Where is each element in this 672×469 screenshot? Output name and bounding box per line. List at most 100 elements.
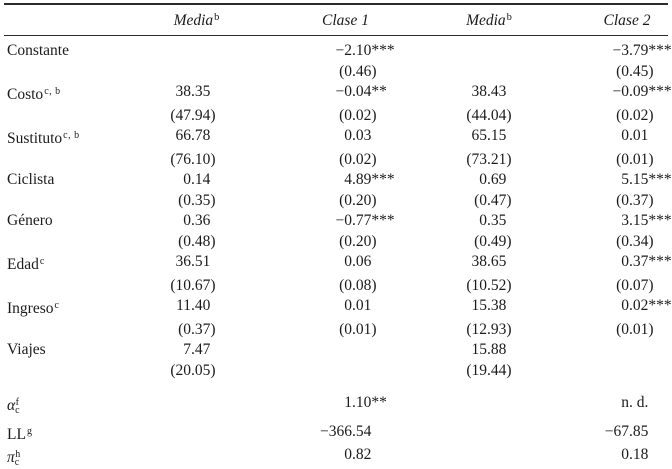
number: 0.01 <box>344 297 372 314</box>
value-cell <box>144 62 249 83</box>
value-cell: (0.37) <box>144 320 249 341</box>
number: (0.37) <box>616 191 654 209</box>
number: (76.10) <box>170 150 216 168</box>
value-cell: (0.46) <box>249 62 414 83</box>
number: 0.01 <box>621 127 649 144</box>
value-cell <box>414 41 564 62</box>
value-cell: (0.07) <box>564 276 668 297</box>
row-label-text: Género <box>7 212 53 229</box>
number: 15.88 <box>471 341 507 358</box>
value-cell: (10.67) <box>144 276 249 297</box>
number: (10.52) <box>466 276 512 294</box>
value-cell: 0.06 <box>249 252 414 276</box>
column-header-label: Media <box>466 12 506 29</box>
number: (0.01) <box>339 320 377 338</box>
row-label: Constante <box>4 41 144 62</box>
number: 1.10** <box>344 394 387 411</box>
value-cell <box>144 393 249 422</box>
value-cell <box>249 361 414 382</box>
number: n. d. <box>621 394 649 411</box>
number: (0.07) <box>616 276 654 294</box>
value-cell: (0.20) <box>249 191 414 212</box>
number: 0.02*** <box>621 297 672 314</box>
column-header-label: Media <box>173 12 214 29</box>
value-cell: (10.52) <box>414 276 564 297</box>
row-label <box>4 106 144 127</box>
column-header: Clase 1 <box>249 12 414 30</box>
row-label <box>4 320 144 341</box>
value-cell: 15.88 <box>414 340 564 361</box>
value-cell: 65.15 <box>414 126 564 150</box>
value-cell: −366.54 <box>249 422 414 446</box>
number: −67.85 <box>604 422 649 440</box>
number: 0.69 <box>479 171 507 188</box>
row-label: Costoc, b <box>4 82 144 106</box>
number: 0.14 <box>183 171 211 188</box>
number: 0.18 <box>621 446 649 463</box>
row-label-superscript: c <box>54 300 60 311</box>
value-cell: 0.36 <box>144 211 249 232</box>
header-empty-cell <box>4 12 144 30</box>
value-cell <box>414 422 564 446</box>
number: (0.01) <box>616 150 654 168</box>
value-cell: 0.37*** <box>564 252 671 276</box>
value-cell <box>249 340 414 361</box>
number: −0.77*** <box>335 212 395 229</box>
table-row: (0.46) (0.45) <box>4 62 668 83</box>
number: −366.54 <box>320 422 372 440</box>
value-cell <box>414 62 564 83</box>
value-cell: 0.01 <box>564 126 668 150</box>
row-label: πch <box>4 445 144 469</box>
column-header: Mediab <box>144 12 249 30</box>
value-cell: 7.47 <box>144 340 249 361</box>
number: 11.40 <box>176 297 211 314</box>
row-label-text: Ciclista <box>7 171 55 188</box>
value-cell: (0.01) <box>564 320 668 341</box>
table-row: (0.37) (0.01) (12.93) (0.01) <box>4 320 668 341</box>
row-label-superscript: g <box>26 425 33 437</box>
value-cell: 15.38 <box>414 296 564 320</box>
value-cell: (0.02) <box>249 150 414 171</box>
value-cell: n. d. <box>564 393 668 422</box>
value-cell: (0.08) <box>249 276 414 297</box>
value-cell: (0.20) <box>249 232 414 253</box>
value-cell <box>564 340 668 361</box>
number: (44.04) <box>466 106 512 124</box>
number: −0.04** <box>335 83 387 100</box>
value-cell: (0.47) <box>414 191 564 212</box>
row-label <box>4 150 144 171</box>
column-header-label: Clase 2 <box>603 12 651 29</box>
value-cell: (73.21) <box>414 150 564 171</box>
value-cell: 38.35 <box>144 82 249 106</box>
value-cell: 4.89*** <box>249 170 414 191</box>
value-cell: (76.10) <box>144 150 249 171</box>
value-cell: 66.78 <box>144 126 249 150</box>
number: 4.89*** <box>344 171 395 188</box>
row-label-subscript: c <box>15 405 20 416</box>
number: −0.09*** <box>612 83 672 100</box>
number: 0.03 <box>344 127 372 144</box>
number: 65.15 <box>471 127 507 144</box>
row-label-superscript: c <box>39 256 45 267</box>
table-row: Constante −2.10*** −3.79*** <box>4 41 672 62</box>
value-cell: 0.14 <box>144 170 249 191</box>
table-header-row: Mediab Clase 1 Mediab Clase 2 <box>4 5 668 36</box>
table-row: (10.67) (0.08) (10.52) (0.07) <box>4 276 668 297</box>
number: (0.01) <box>616 320 654 338</box>
value-cell: (0.02) <box>249 106 414 127</box>
number: −3.79*** <box>612 42 672 59</box>
table-row: (47.94) (0.02) (44.04) (0.02) <box>4 106 668 127</box>
value-cell: −67.85 <box>564 422 668 446</box>
value-cell <box>414 393 564 422</box>
value-cell: 36.51 <box>144 252 249 276</box>
value-cell: (19.44) <box>414 361 564 382</box>
number: (0.47) <box>474 191 512 209</box>
number: 36.51 <box>175 253 211 270</box>
value-cell: (0.01) <box>564 150 668 171</box>
table-row: (0.48) (0.20) (0.49) (0.34) <box>4 232 668 253</box>
value-cell: 0.82 <box>249 445 414 469</box>
value-cell: (0.48) <box>144 232 249 253</box>
row-label: Viajes <box>4 340 144 361</box>
number: 38.43 <box>471 83 507 100</box>
table-row: Ciclista 0.14 4.89*** 0.69 5.15*** <box>4 170 672 191</box>
